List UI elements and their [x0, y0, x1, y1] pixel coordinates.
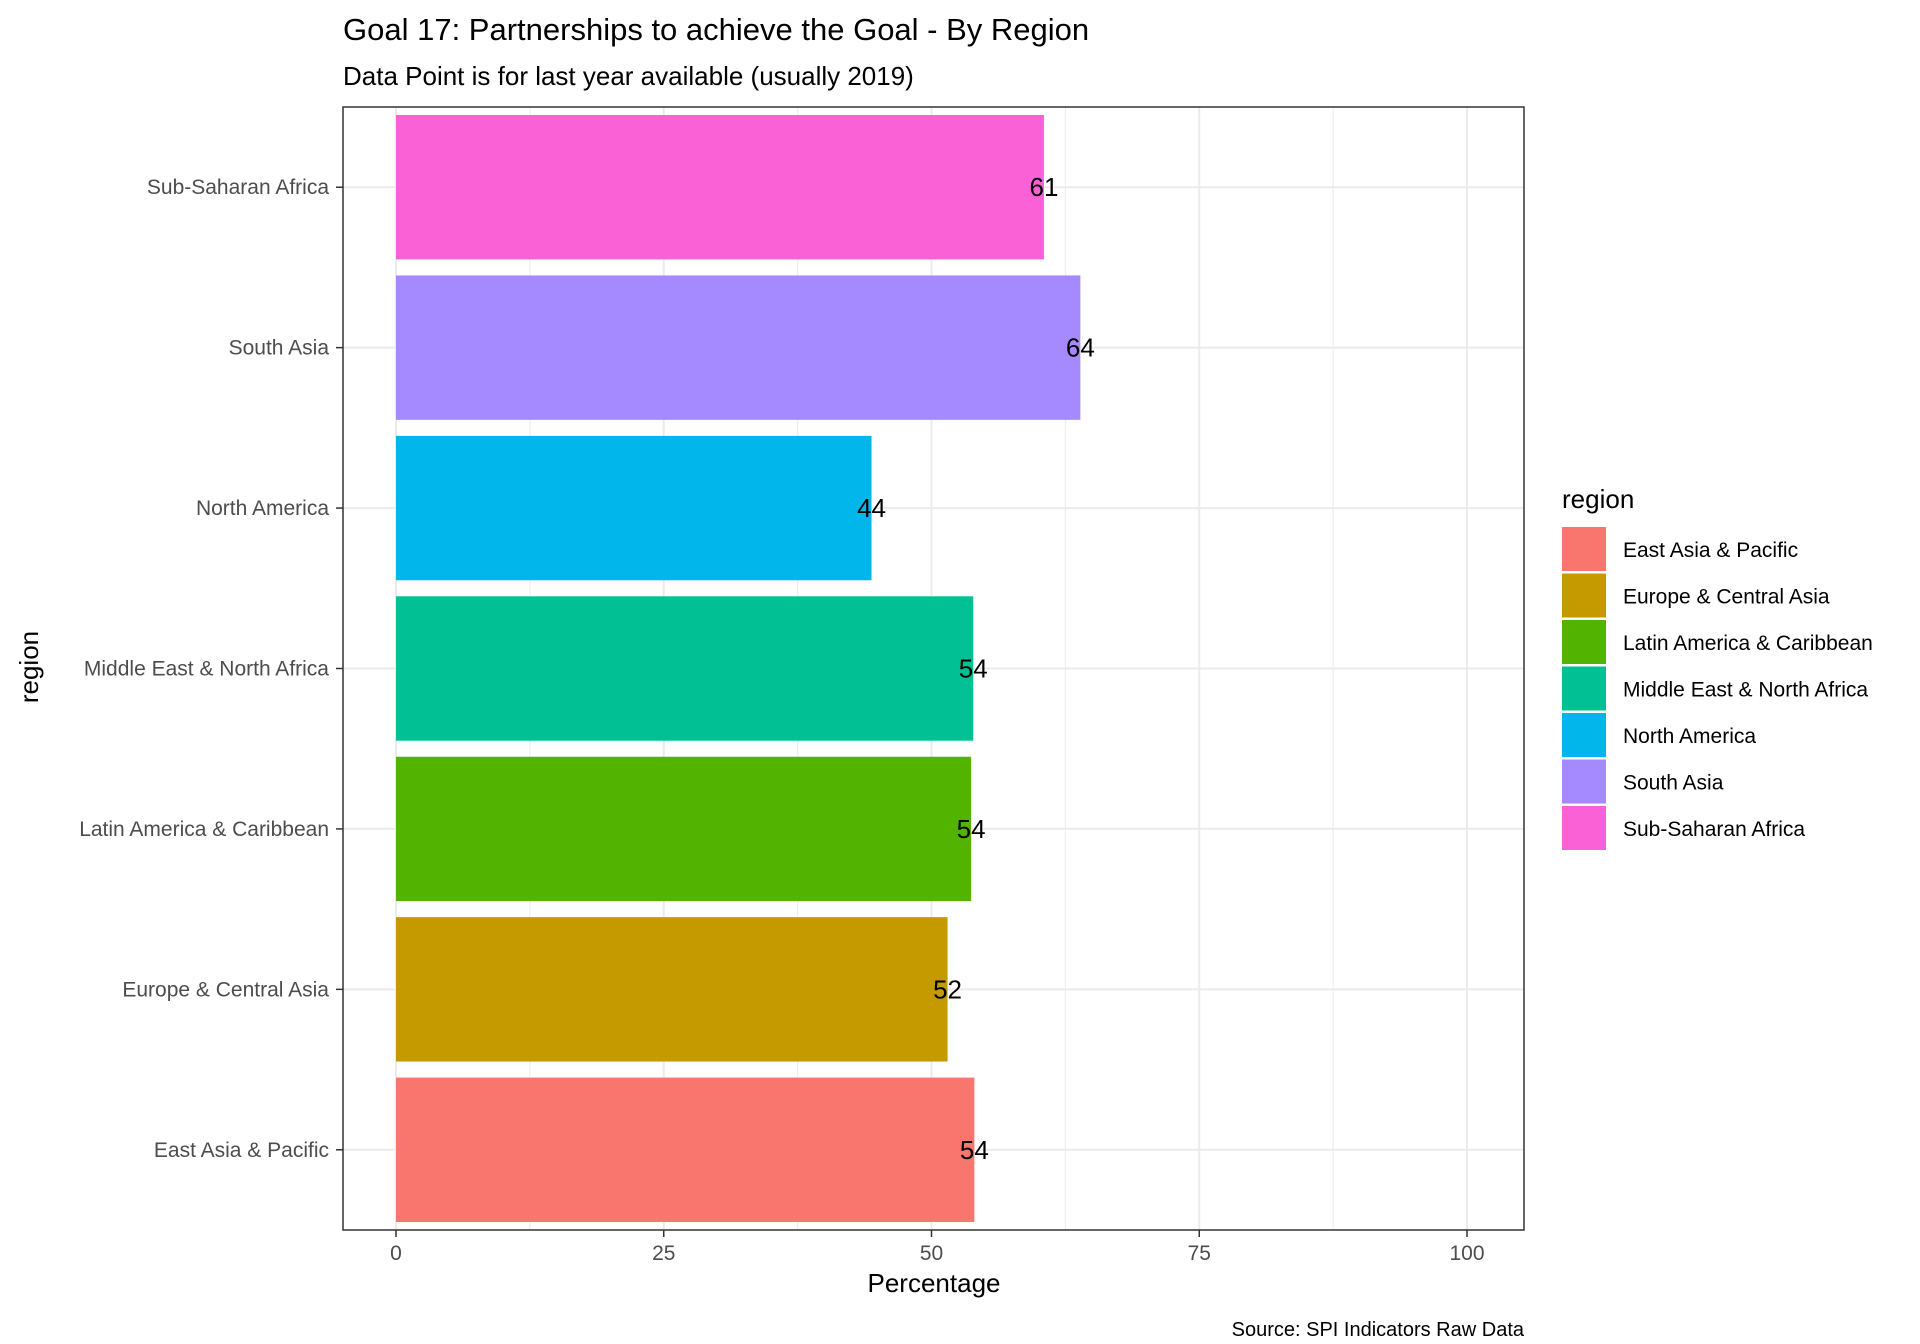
legend-key-1 — [1562, 573, 1606, 618]
legend-label-1: Europe & Central Asia — [1623, 586, 1830, 609]
legend-label-5: South Asia — [1623, 772, 1724, 795]
legend-label-2: Latin America & Caribbean — [1623, 632, 1873, 655]
data-label-1: 52 — [933, 974, 962, 1004]
bar-0 — [396, 1077, 975, 1222]
y-tick-label-6: Sub-Saharan Africa — [147, 176, 329, 199]
y-tick-label-2: Latin America & Caribbean — [79, 818, 329, 841]
y-tick-label-1: Europe & Central Asia — [122, 978, 329, 1001]
legend-label-6: Sub-Saharan Africa — [1623, 818, 1805, 841]
legend-key-2 — [1562, 620, 1606, 664]
bar-4 — [396, 435, 872, 581]
legend: region East Asia & Pacific Europe & Centra… — [1562, 484, 1873, 850]
legend-label-3: Middle East & North Africa — [1623, 679, 1868, 702]
legend-title: region — [1562, 484, 1634, 514]
data-label-4: 44 — [857, 493, 886, 523]
data-label-6: 61 — [1029, 172, 1058, 202]
bar-6 — [396, 115, 1044, 260]
x-tick-label-2: 50 — [920, 1242, 943, 1265]
legend-key-5 — [1562, 759, 1606, 804]
x-tick-label-0: 0 — [390, 1242, 402, 1265]
x-tick-label-4: 100 — [1449, 1242, 1484, 1265]
chart-caption: Source: SPI Indicators Raw Data — [1232, 1319, 1525, 1341]
y-tick-label-5: South Asia — [229, 337, 330, 360]
chart-title: Goal 17: Partnerships to achieve the Goa… — [343, 12, 1089, 47]
legend-key-0 — [1562, 527, 1606, 571]
y-tick-label-3: Middle East & North Africa — [84, 658, 329, 681]
bar-5 — [396, 275, 1081, 420]
data-label-3: 54 — [959, 654, 988, 684]
y-tick-label-4: North America — [196, 497, 329, 520]
x-axis-title: Percentage — [868, 1268, 1001, 1298]
bar-3 — [396, 596, 974, 741]
bar-1 — [396, 917, 948, 1062]
chart-subtitle: Data Point is for last year available (u… — [343, 61, 914, 91]
x-tick-label-3: 75 — [1188, 1242, 1211, 1265]
bar-2 — [396, 756, 972, 902]
legend-label-0: East Asia & Pacific — [1623, 539, 1798, 562]
legend-key-3 — [1562, 666, 1606, 711]
data-label-5: 64 — [1066, 333, 1095, 363]
x-tick-label-1: 25 — [652, 1242, 675, 1265]
y-axis-title: region — [14, 631, 44, 703]
data-label-0: 54 — [960, 1135, 989, 1165]
legend-key-6 — [1562, 806, 1606, 850]
y-tick-label-0: East Asia & Pacific — [154, 1139, 329, 1162]
data-label-2: 54 — [957, 814, 986, 844]
plot-area: 54 52 54 54 44 64 61 East Asia & Pacific Europe … — [79, 106, 1525, 1265]
legend-key-4 — [1562, 713, 1606, 757]
legend-label-4: North America — [1623, 725, 1756, 748]
